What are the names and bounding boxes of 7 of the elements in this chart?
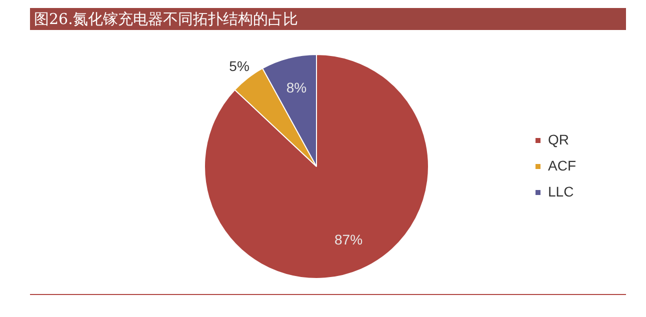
data-label: 87% (334, 231, 363, 248)
legend-label: ACF (548, 157, 576, 174)
data-label: 5% (229, 58, 250, 74)
legend-label: QR (548, 131, 569, 148)
legend-label: LLC (548, 183, 574, 200)
chart-title: 图26.氮化镓充电器不同拓扑结构的占比 (30, 8, 626, 30)
data-label: 8% (286, 79, 307, 96)
